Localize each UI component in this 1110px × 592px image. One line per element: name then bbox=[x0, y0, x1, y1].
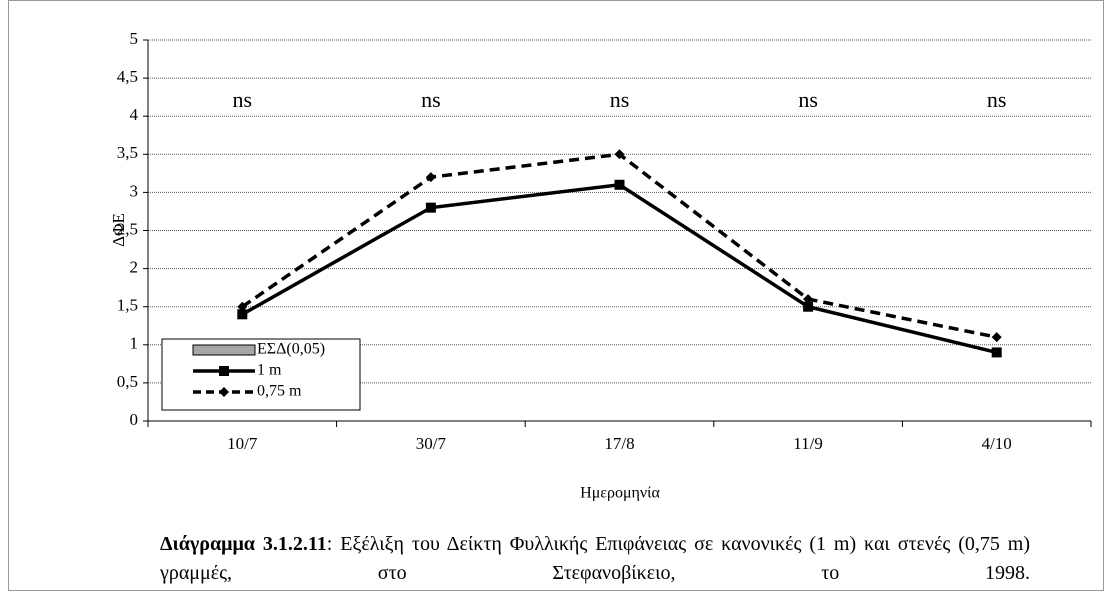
marker bbox=[614, 149, 625, 160]
caption-text: : Εξέλιξη του Δείκτη Φυλλικής Επιφάνειας… bbox=[160, 533, 1031, 584]
marker bbox=[219, 387, 229, 397]
y-tick-label: 3 bbox=[130, 181, 139, 200]
frame bbox=[8, 0, 1104, 591]
marker bbox=[803, 294, 814, 305]
caption-label: Διάγραμμα 3.1.2.11 bbox=[160, 533, 327, 555]
marker bbox=[991, 332, 1002, 343]
annotation: ns bbox=[798, 87, 818, 112]
y-axis-label: ΔΦΕ bbox=[109, 213, 128, 247]
y-tick-label: 4,5 bbox=[117, 67, 138, 86]
marker bbox=[425, 202, 436, 213]
legend-swatch bbox=[192, 344, 256, 356]
x-tick-label: 11/9 bbox=[793, 434, 823, 453]
y-tick-label: 0,5 bbox=[117, 372, 138, 391]
x-tick-label: 10/7 bbox=[227, 434, 258, 453]
y-tick-label: 5 bbox=[130, 29, 139, 48]
marker bbox=[803, 301, 814, 312]
series-line bbox=[241, 182, 998, 355]
marker bbox=[991, 347, 1002, 358]
marker bbox=[614, 179, 625, 190]
x-tick-label: 17/8 bbox=[604, 434, 634, 453]
x-tick-label: 30/7 bbox=[416, 434, 447, 453]
legend-label: ΕΣΔ(0,05) bbox=[257, 341, 325, 358]
marker bbox=[237, 301, 248, 312]
marker bbox=[237, 309, 248, 320]
y-tick-label: 1 bbox=[130, 334, 139, 353]
y-tick-label: 4 bbox=[130, 105, 139, 124]
y-tick-label: 2 bbox=[130, 258, 139, 277]
y-tick-label: 2,5 bbox=[117, 219, 138, 238]
annotation: ns bbox=[987, 87, 1007, 112]
annotation: ns bbox=[610, 87, 630, 112]
marker bbox=[219, 366, 229, 376]
legend-label: 0,75 m bbox=[257, 383, 302, 400]
x-tick-label: 4/10 bbox=[982, 434, 1012, 453]
marker bbox=[425, 172, 436, 183]
caption: Διάγραμμα 3.1.2.11: Εξέλιξη του Δείκτη Φ… bbox=[160, 530, 1030, 588]
y-tick-label: 1,5 bbox=[117, 296, 138, 315]
y-tick-label: 3,5 bbox=[117, 143, 138, 162]
x-axis-label: Ημερομηνία bbox=[580, 485, 660, 502]
annotation: ns bbox=[233, 87, 253, 112]
annotation: ns bbox=[421, 87, 441, 112]
legend-label: 1 m bbox=[257, 362, 282, 379]
y-tick-label: 0 bbox=[130, 410, 139, 429]
